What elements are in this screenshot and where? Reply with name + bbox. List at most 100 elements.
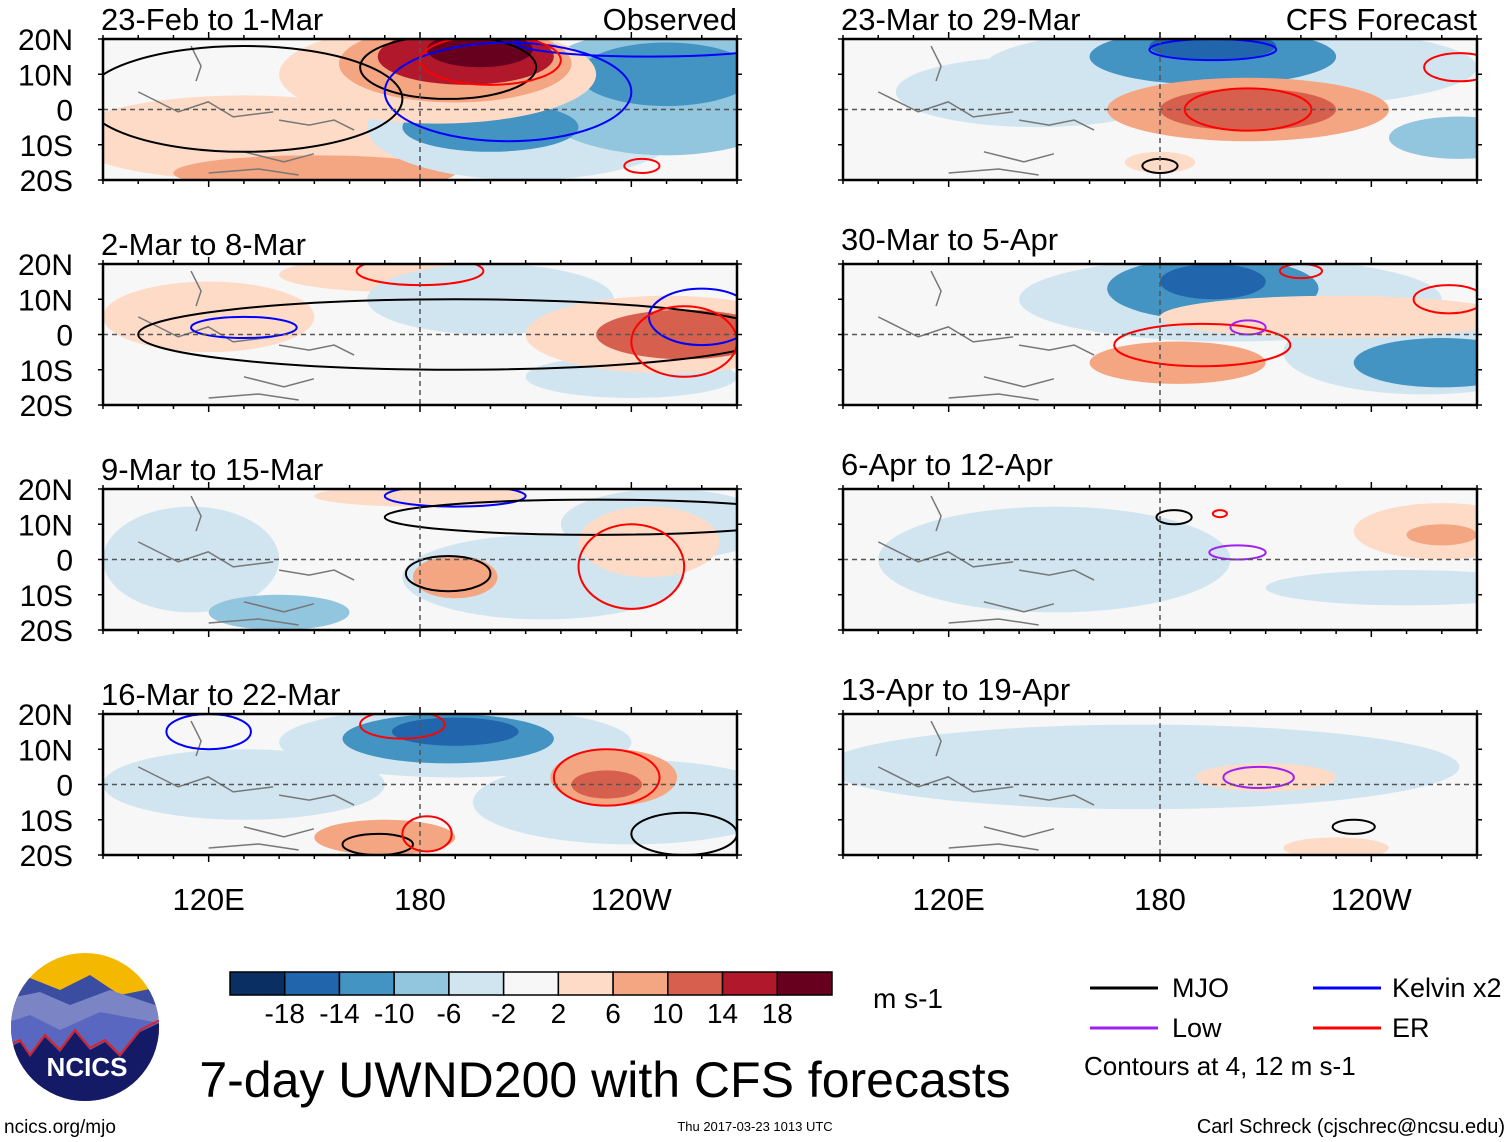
contour-low [1208,544,1267,561]
wind-anomaly-region [391,717,519,746]
contour-er [630,305,737,378]
timestamp: Thu 2017-03-23 1013 UTC [677,1119,832,1134]
lat-label: 0 [56,95,73,128]
lon-label: 120E [172,882,244,917]
panel-title: 13-Apr to 19-Apr [841,672,1070,707]
colorbar-swatch [448,971,505,996]
author-credit: Carl Schreck (cjschrec@ncsu.edu) [1197,1116,1505,1138]
wind-anomaly-region [578,506,720,578]
panel-title: 30-Mar to 5-Apr [841,222,1058,257]
wind-anomaly-region [208,594,350,630]
colorbar-swatch [229,971,286,996]
contour-er [577,523,686,610]
contour-er [1211,509,1228,519]
panel-title: 23-Feb to 1-Mar [101,2,323,37]
contour-er [1423,52,1477,83]
contour-kelvin-x2 [383,489,527,508]
panel-title: 2-Mar to 8-Mar [101,227,306,262]
colorbar-tick-label: 18 [762,998,793,1029]
coastline [877,495,1095,626]
colorbar-tick-label: 6 [605,998,621,1029]
lat-label: 10N [18,509,73,542]
contour-mjo [404,554,492,593]
legend-label-mjo: MJO [1172,973,1229,1003]
wind-anomaly-region [1160,295,1477,339]
colorbar-swatch [612,971,669,996]
wind-anomaly-region [1149,39,1277,61]
contour-er [1113,322,1292,368]
lat-label: 20N [18,24,73,57]
lat-label: 0 [56,545,73,578]
colorbar-swatch [557,971,614,996]
lat-label: 10S [20,580,73,613]
contour-er [401,815,453,853]
lon-label: 120E [912,882,984,917]
lon-label: 120W [591,882,673,917]
wind-anomaly-region [1089,341,1266,384]
lat-label: 10S [20,130,73,163]
contour-er [623,157,661,174]
contour-mjo [1155,509,1193,526]
wind-anomaly-region [571,770,642,799]
panel-title: 23-Mar to 29-Mar [841,2,1080,37]
map-panel: 13-Apr to 19-Apr 120E 180 120W [838,672,1482,917]
lat-label: 0 [56,770,73,803]
colorbar-swatch [393,971,450,996]
wind-anomaly-region [173,155,456,180]
wind-anomaly-region [314,819,456,855]
colorbar-tick-label: -14 [319,998,359,1029]
wind-anomaly-region [1283,837,1389,855]
colorbar-swatch [776,971,833,996]
coastline [877,45,1095,176]
coastline [137,270,355,401]
wind-anomaly-region [103,506,280,613]
wind-anomaly-region [103,281,315,353]
lat-label: 10N [18,734,73,767]
lat-label: 20S [20,840,73,873]
contour-kelvin-x2 [165,714,252,751]
contour-mjo [1331,818,1376,835]
wind-anomaly-region [1160,264,1266,300]
contour-er [359,714,446,740]
lat-label: 20S [20,390,73,423]
panel-title: 16-Mar to 22-Mar [101,677,340,712]
contour-kelvin-x2 [1148,39,1278,62]
coastline [877,270,1095,401]
colorbar-swatch [502,971,560,996]
colorbar: -18 -14 -10 -6 -2 2 6 10 14 18 [229,971,833,1029]
wind-anomaly-region [427,39,533,68]
wind-anomaly-region [103,749,385,820]
website-link[interactable]: ncics.org/mjo [4,1117,116,1138]
forecast-label: CFS Forecast [1286,2,1478,37]
map-panel: 23-Mar to 29-Mar CFS Forecast [838,2,1482,187]
colorbar-tick-label: -2 [491,998,516,1029]
lat-label: 20S [20,615,73,648]
panel-title: 6-Apr to 12-Apr [841,447,1053,482]
coastline [137,45,355,176]
contour-er [552,748,661,807]
colorbar-tick-label: -18 [264,998,304,1029]
contour-mjo [359,39,538,100]
lon-label: 180 [394,882,446,917]
colorbar-swatch [283,971,341,996]
coastline [137,720,355,851]
contour-kelvin-x2 [647,287,737,347]
colorbar-tick-label: 10 [652,998,683,1029]
contour-low [1222,765,1295,790]
wind-anomaly-region [596,309,737,360]
map-panel: 6-Apr to 12-Apr [838,447,1482,637]
colorbar-tick-label: -6 [436,998,461,1029]
legend-label-kelvin: Kelvin x2 [1392,973,1502,1003]
lat-label: 0 [56,320,73,353]
lat-label: 10S [20,355,73,388]
legend-label-er: ER [1392,1013,1430,1043]
lon-label: 120W [1331,882,1413,917]
lat-label: 20N [18,249,73,282]
coastline [137,495,355,626]
wind-anomaly-region [1406,524,1477,546]
lat-label: 10S [20,805,73,838]
contour-kelvin-x2 [383,41,633,143]
